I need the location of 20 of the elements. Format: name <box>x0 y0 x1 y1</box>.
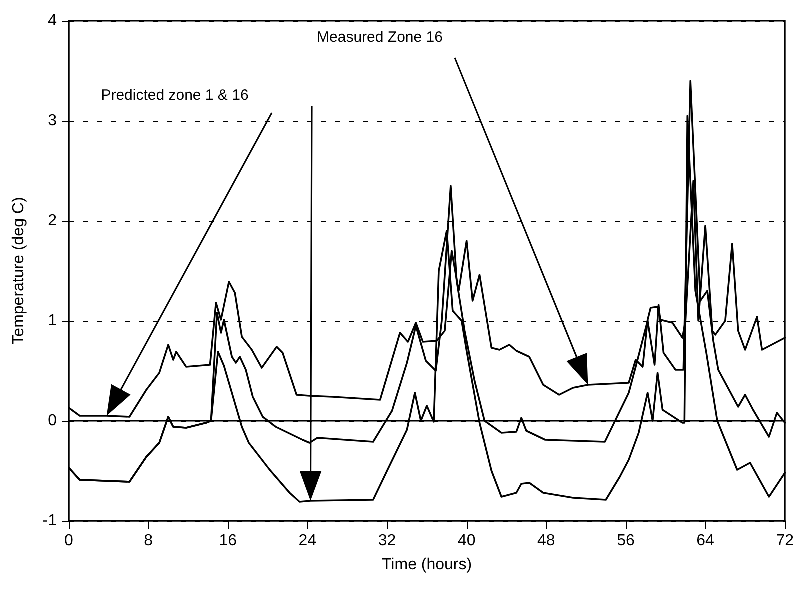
y-tick-label: 4 <box>48 12 58 30</box>
x-axis-title: Time (hours) <box>382 556 472 574</box>
y-tick-label: 1 <box>48 312 58 330</box>
x-tick-label: 72 <box>776 532 794 550</box>
x-tick-label: 8 <box>144 532 154 550</box>
x-tick-label: 32 <box>378 532 396 550</box>
x-tick-label: 40 <box>458 532 476 550</box>
y-tick-label: 2 <box>48 212 58 230</box>
annotation: Measured Zone 16 <box>317 29 443 46</box>
x-tick-label: 16 <box>219 532 238 550</box>
annotation: Predicted zone 1 & 16 <box>101 87 249 104</box>
x-tick-label: 56 <box>617 532 635 550</box>
y-tick-label: 0 <box>48 412 58 430</box>
x-tick-label: 64 <box>696 532 715 550</box>
x-tick-label: 48 <box>538 532 556 550</box>
x-tick-label: 0 <box>64 532 74 550</box>
y-tick-label: -1 <box>42 512 58 530</box>
y-tick-label: 3 <box>48 112 58 130</box>
x-tick-label: 24 <box>298 532 317 550</box>
y-axis-title: Temperature (deg C) <box>10 197 28 345</box>
